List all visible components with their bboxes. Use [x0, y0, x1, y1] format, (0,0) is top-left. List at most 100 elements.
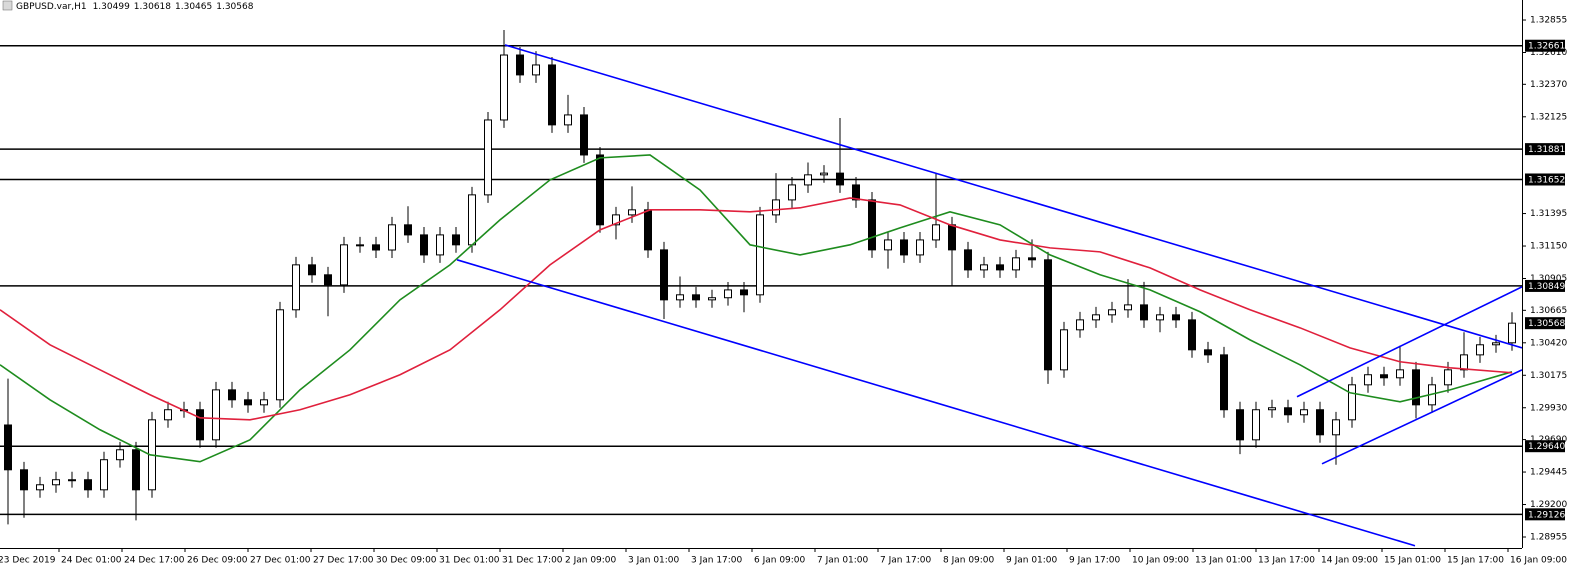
candle-body: [1476, 344, 1484, 356]
y-tick-label: 1.30175: [1530, 371, 1567, 381]
candle-body: [68, 479, 76, 482]
level-label: 1.32661: [1528, 42, 1565, 52]
candle-body: [964, 249, 972, 271]
candle-body: [804, 174, 812, 186]
candle-body: [1332, 419, 1340, 436]
candle-body: [1204, 349, 1212, 356]
header-high: 1.30618: [134, 2, 171, 12]
candle-body: [276, 309, 284, 401]
x-tick-label: 14 Jan 09:00: [1321, 556, 1378, 566]
symbol: GBPUSD.var,H1: [16, 2, 87, 12]
candle-body: [1348, 384, 1356, 421]
candle-body: [1300, 409, 1308, 416]
x-tick-label: 9 Jan 01:00: [1006, 556, 1058, 566]
candle-body: [1316, 409, 1324, 436]
candle-body: [692, 294, 700, 301]
x-tick-label: 24 Dec 01:00: [61, 556, 122, 566]
x-tick-label: 27 Dec 17:00: [313, 556, 374, 566]
candle-body: [484, 119, 492, 196]
candle-body: [260, 399, 268, 406]
header-close: 1.30568: [216, 2, 253, 12]
candle-body: [164, 409, 172, 421]
y-tick-label: 1.32855: [1530, 16, 1567, 26]
candle-body: [356, 244, 364, 247]
y-tick-label: 1.30420: [1530, 338, 1567, 348]
y-tick-label: 1.32370: [1530, 80, 1567, 90]
candle-body: [1140, 304, 1148, 321]
x-tick-label: 31 Dec 01:00: [439, 556, 500, 566]
candle-body: [212, 389, 220, 441]
candle-body: [708, 297, 716, 301]
candle-body: [1412, 369, 1420, 406]
x-tick-label: 23 Dec 2019: [0, 556, 56, 566]
candle-body: [1492, 342, 1500, 346]
x-tick-label: 7 Jan 01:00: [817, 556, 869, 566]
x-tick-label: 15 Jan 01:00: [1384, 556, 1441, 566]
level-box: [1525, 279, 1565, 292]
x-tick-label: 15 Jan 17:00: [1447, 556, 1504, 566]
candle-body: [452, 234, 460, 246]
candle-body: [660, 249, 668, 301]
candle-body: [388, 224, 396, 251]
candle-body: [1044, 259, 1052, 371]
candle-body: [596, 154, 604, 226]
candle-body: [612, 214, 620, 226]
candle-body: [1060, 329, 1068, 371]
y-tick-label: 1.30905: [1530, 274, 1567, 284]
candle-body: [1220, 354, 1228, 411]
candle-body: [788, 184, 796, 201]
candle-body: [1508, 322, 1516, 344]
candle-body: [1444, 369, 1452, 386]
candle-body: [468, 194, 476, 246]
x-tick-label: 13 Jan 17:00: [1258, 556, 1315, 566]
y-tick-label: 1.32125: [1530, 112, 1567, 122]
candle-body: [1268, 407, 1276, 411]
candle-body: [836, 172, 844, 186]
candle-body: [1380, 374, 1388, 379]
candle-body: [644, 209, 652, 251]
y-tick-label: 1.29445: [1530, 468, 1567, 478]
candle-body: [852, 184, 860, 201]
plot-area: [0, 29, 1522, 547]
x-tick-label: 3 Jan 17:00: [691, 556, 743, 566]
candle-body: [1460, 354, 1468, 371]
candle-body: [36, 484, 44, 491]
x-tick-label: 9 Jan 17:00: [1069, 556, 1121, 566]
level-label: 1.29126: [1528, 510, 1565, 520]
candle-body: [548, 64, 556, 126]
trend-line: [504, 44, 1522, 349]
candle-body: [820, 172, 828, 176]
candle-body: [676, 294, 684, 301]
candle-body: [404, 224, 412, 236]
y-tick-label: 1.32610: [1530, 48, 1567, 58]
candle-body: [916, 239, 924, 256]
current-price-box: [1525, 317, 1565, 330]
candle-body: [324, 274, 332, 286]
candle-body: [1156, 314, 1164, 321]
candle-body: [1236, 409, 1244, 441]
candle-body: [292, 264, 300, 311]
candle-body: [932, 224, 940, 241]
x-tick-label: 10 Jan 09:00: [1132, 556, 1189, 566]
ma-line: [0, 154, 1513, 463]
candle-body: [4, 424, 12, 471]
candle-body: [196, 409, 204, 441]
x-tick-label: 31 Dec 17:00: [502, 556, 563, 566]
header-low: 1.30465: [175, 2, 212, 12]
candle-body: [116, 449, 124, 461]
candle-body: [1284, 407, 1292, 416]
chart-header: GBPUSD.var,H1 1.30499 1.30618 1.30465 1.3056…: [16, 2, 254, 12]
y-tick-label: 1.30665: [1530, 306, 1567, 316]
header-open: 1.30499: [93, 2, 130, 12]
candle-body: [948, 224, 956, 251]
candle-body: [132, 449, 140, 491]
x-tick-label: 7 Jan 17:00: [880, 556, 932, 566]
x-tick-label: 3 Jan 01:00: [628, 556, 680, 566]
candle-body: [564, 114, 572, 126]
candle-body: [244, 399, 252, 406]
candle-body: [500, 54, 508, 121]
candle-body: [724, 289, 732, 299]
y-tick-label: 1.31150: [1530, 242, 1567, 252]
level-label: 1.31881: [1528, 145, 1565, 155]
